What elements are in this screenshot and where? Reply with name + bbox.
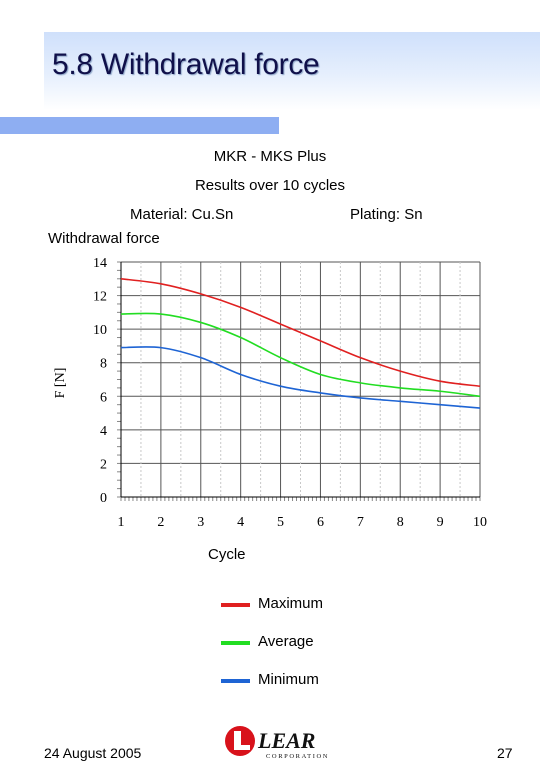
x-tick-label: 10 [473, 515, 487, 530]
x-axis-label: Cycle [208, 546, 246, 563]
x-tick-label: 3 [197, 515, 204, 530]
legend-label-minimum: Minimum [258, 671, 319, 688]
y-tick-label: 8 [100, 357, 107, 372]
x-tick-label: 7 [357, 515, 364, 530]
x-tick-label: 2 [157, 515, 164, 530]
series-line-average [120, 312, 481, 398]
logo-wordmark: LEAR [257, 728, 315, 753]
x-tick-label: 9 [437, 515, 444, 530]
series-label: Withdrawal force [48, 230, 160, 247]
series-line-maximum [120, 277, 481, 388]
page-number: 27 [497, 745, 513, 761]
x-tick-label: 4 [237, 515, 244, 530]
chart-subtitle: Results over 10 cycles [194, 177, 346, 194]
accent-bar [0, 117, 279, 134]
footer-date: 24 August 2005 [44, 745, 142, 761]
chart-series [120, 277, 481, 409]
chart-axes [120, 262, 480, 498]
legend-swatch-maximum [221, 603, 250, 607]
legend-label-average: Average [258, 633, 314, 650]
legend-label-maximum: Maximum [258, 595, 324, 612]
x-tick-label: 6 [317, 515, 324, 530]
series-line-minimum [120, 346, 481, 409]
slide-title: 5.8 Withdrawal force [52, 48, 320, 81]
header-band [44, 32, 540, 110]
y-tick-label: 6 [100, 390, 107, 405]
y-tick-label: 4 [100, 424, 107, 439]
minor-ticks [117, 261, 481, 501]
material-label: Material: Cu.Sn [130, 206, 234, 223]
y-axis-label: F [N] [53, 368, 68, 399]
y-tick-label: 10 [93, 323, 107, 338]
y-tick-label: 0 [100, 491, 107, 506]
x-tick-label: 1 [118, 515, 125, 530]
logo-subtext: CORPORATION [266, 753, 329, 760]
x-tick-label: 8 [397, 515, 404, 530]
plating-label: Plating: Sn [350, 206, 423, 223]
chart-grid [121, 261, 481, 497]
chart-title: MKR - MKS Plus [213, 148, 327, 165]
legend-swatch-minimum [221, 679, 250, 683]
y-tick-label: 12 [93, 290, 107, 305]
legend-swatch-average [221, 641, 250, 645]
x-tick-label: 5 [277, 515, 284, 530]
y-tick-label: 2 [100, 457, 107, 472]
y-tick-label: 14 [93, 256, 107, 271]
lear-logo: LEAR CORPORATION [225, 726, 329, 760]
